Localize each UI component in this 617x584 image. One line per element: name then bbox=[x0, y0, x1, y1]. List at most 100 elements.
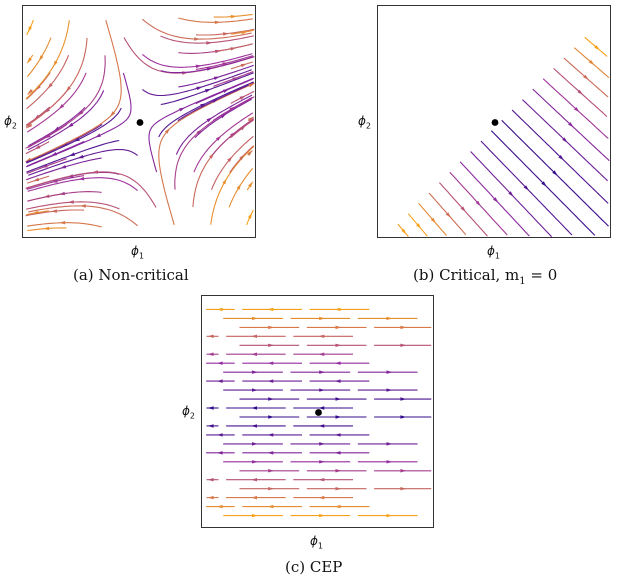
arrowhead bbox=[268, 343, 275, 347]
arrowhead bbox=[252, 370, 258, 374]
arrowhead bbox=[568, 122, 574, 128]
arrowhead bbox=[267, 504, 274, 509]
arrowhead bbox=[400, 487, 407, 491]
arrowhead bbox=[239, 154, 245, 161]
arrowhead bbox=[267, 451, 274, 455]
vector-field-b bbox=[397, 36, 610, 237]
arrowhead bbox=[216, 433, 223, 437]
arrowhead bbox=[416, 223, 422, 229]
arrowhead bbox=[230, 14, 237, 19]
arrowhead bbox=[196, 129, 202, 135]
arrowhead bbox=[334, 451, 341, 455]
arrowhead bbox=[196, 86, 203, 91]
arrowhead bbox=[386, 388, 393, 392]
streamline bbox=[26, 175, 85, 190]
arrowhead bbox=[194, 37, 201, 41]
arrowhead bbox=[400, 397, 407, 401]
arrowhead bbox=[318, 334, 325, 338]
caption-c: (c) CEP bbox=[285, 558, 343, 576]
arrowhead bbox=[334, 433, 341, 437]
arrowhead bbox=[268, 415, 275, 419]
arrowhead bbox=[213, 76, 220, 80]
arrowhead bbox=[27, 89, 33, 95]
arrowhead bbox=[28, 26, 33, 33]
arrowhead bbox=[252, 460, 258, 464]
arrowhead bbox=[318, 352, 325, 356]
arrowhead bbox=[67, 122, 74, 128]
vector-field-a bbox=[25, 13, 255, 232]
arrowhead bbox=[94, 133, 101, 138]
arrowhead bbox=[541, 181, 547, 187]
streamline bbox=[195, 55, 254, 70]
arrowhead bbox=[558, 155, 564, 161]
arrowhead bbox=[251, 352, 257, 356]
arrowhead bbox=[335, 397, 342, 401]
arrowhead bbox=[207, 478, 214, 482]
arrowhead bbox=[68, 152, 76, 157]
streamline bbox=[25, 55, 106, 149]
arrowhead bbox=[251, 334, 257, 338]
arrowhead bbox=[207, 334, 214, 338]
arrowhead bbox=[53, 60, 58, 67]
arrowhead bbox=[230, 131, 236, 137]
arrowhead bbox=[334, 504, 341, 509]
arrowhead bbox=[214, 20, 221, 24]
arrowhead bbox=[216, 379, 223, 383]
xlabel-b: ϕ1 bbox=[487, 244, 501, 261]
arrowhead bbox=[583, 74, 589, 80]
arrowhead bbox=[267, 361, 274, 365]
arrowhead bbox=[334, 307, 341, 312]
arrowhead bbox=[562, 137, 568, 143]
arrowhead bbox=[164, 128, 170, 134]
arrowhead bbox=[195, 64, 202, 69]
arrowhead bbox=[179, 107, 186, 112]
arrowhead bbox=[319, 388, 326, 392]
arrowhead bbox=[53, 126, 60, 132]
arrowhead bbox=[252, 388, 258, 392]
arrowhead bbox=[216, 451, 223, 455]
arrowhead bbox=[386, 442, 393, 446]
ylabel-a: ϕ2 bbox=[4, 114, 18, 131]
arrowhead bbox=[319, 460, 326, 464]
streamplot-c bbox=[201, 295, 434, 528]
arrowhead bbox=[523, 185, 529, 191]
arrowhead bbox=[251, 424, 257, 428]
arrowhead bbox=[508, 191, 514, 197]
arrowhead bbox=[251, 495, 257, 500]
arrowhead bbox=[268, 397, 275, 401]
streamlines bbox=[25, 13, 255, 232]
arrowhead bbox=[445, 212, 451, 218]
streamline bbox=[28, 205, 138, 227]
streamline bbox=[210, 145, 255, 225]
arrowhead bbox=[206, 67, 213, 71]
arrowhead bbox=[239, 95, 246, 100]
arrowhead bbox=[252, 513, 258, 518]
arrowhead bbox=[319, 513, 326, 518]
arrowhead bbox=[230, 47, 237, 51]
arrowhead bbox=[227, 156, 233, 162]
arrowhead bbox=[229, 106, 236, 112]
arrowhead bbox=[216, 504, 223, 509]
arrowhead bbox=[335, 343, 342, 347]
arrowhead bbox=[248, 181, 253, 188]
arrowhead bbox=[34, 114, 40, 120]
arrowhead bbox=[251, 406, 257, 410]
arrowhead bbox=[207, 406, 214, 410]
fixed-point-marker bbox=[136, 119, 144, 126]
arrowhead bbox=[268, 325, 275, 330]
streamline bbox=[25, 20, 70, 100]
arrowhead bbox=[92, 170, 98, 174]
arrowhead bbox=[400, 469, 407, 473]
streamlines bbox=[397, 36, 610, 237]
arrowhead bbox=[400, 415, 407, 419]
ylabel-c: ϕ2 bbox=[182, 404, 196, 421]
streamplot-a bbox=[22, 5, 256, 238]
arrowhead bbox=[334, 379, 341, 383]
arrowhead bbox=[400, 343, 407, 347]
arrowhead bbox=[386, 460, 393, 464]
arrowhead bbox=[58, 191, 65, 196]
arrowhead bbox=[212, 98, 219, 103]
ylabel-b: ϕ2 bbox=[358, 114, 372, 131]
arrowhead bbox=[318, 478, 325, 482]
arrowhead bbox=[252, 442, 258, 446]
